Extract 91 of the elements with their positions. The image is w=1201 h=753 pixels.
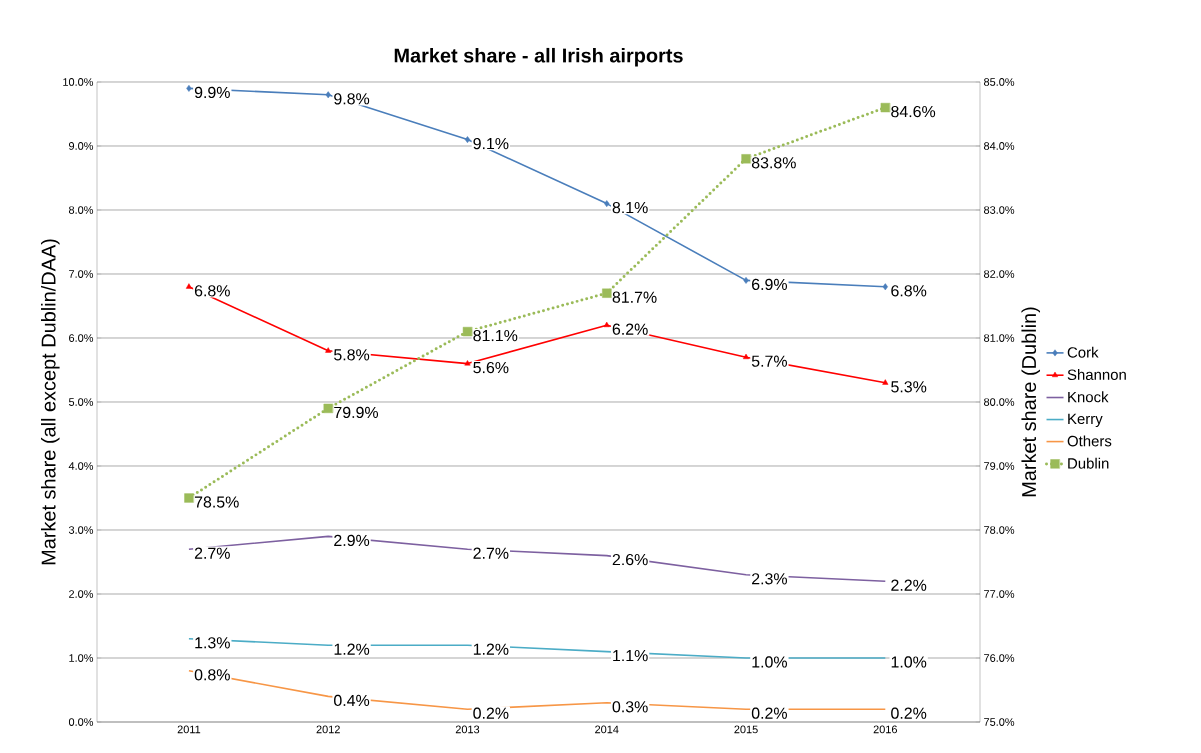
- point: [184, 493, 194, 503]
- legend-label: Cork: [1067, 346, 1099, 358]
- y2-tick-label: 77.0%: [984, 590, 1015, 598]
- y2-tick-label: 76.0%: [984, 654, 1015, 662]
- y-tick-label: 1.0%: [69, 654, 94, 662]
- data-label: 2.9%: [334, 534, 370, 547]
- point: [743, 353, 750, 360]
- data-label: 6.2%: [612, 323, 648, 335]
- y2-tick-label: 82.0%: [984, 270, 1015, 278]
- data-label: 9.8%: [334, 93, 370, 105]
- x-tick-label: 2014: [595, 725, 619, 734]
- x-tick-label: 2013: [455, 725, 480, 734]
- data-label: 5.6%: [473, 361, 509, 374]
- y-tick-label: 8.0%: [68, 206, 94, 214]
- point: [602, 288, 612, 298]
- data-label: 2.7%: [473, 547, 509, 559]
- y-tick-label: 3.0%: [68, 526, 94, 534]
- data-label: 8.1%: [612, 201, 648, 214]
- data-label: 84.6%: [891, 105, 936, 118]
- data-label: 0.2%: [891, 707, 927, 719]
- point: [186, 84, 192, 92]
- x-tick-label: 2011: [177, 725, 201, 734]
- y2-tick-label: 75.0%: [984, 718, 1015, 726]
- data-label: 5.3%: [891, 381, 927, 393]
- y-tick-label: 4.0%: [68, 462, 94, 470]
- data-label: 0.3%: [612, 701, 648, 713]
- point: [185, 283, 192, 289]
- y2-tick-label: 85.0%: [984, 78, 1015, 86]
- data-label: 5.7%: [751, 355, 787, 367]
- point: [882, 283, 888, 291]
- legend-label: Shannon: [1067, 369, 1126, 381]
- data-label: 1.0%: [891, 656, 927, 668]
- data-label: 0.8%: [194, 669, 230, 681]
- data-label: 1.3%: [195, 637, 230, 649]
- x-tick-label: 2012: [316, 725, 340, 734]
- y2-tick-label: 81.0%: [984, 334, 1015, 342]
- data-label: 2.3%: [752, 573, 787, 585]
- point: [323, 403, 333, 414]
- point: [604, 200, 610, 208]
- data-label: 0.2%: [473, 707, 509, 719]
- point: [462, 326, 473, 337]
- data-label: 81.7%: [612, 291, 657, 303]
- data-label: 9.1%: [473, 137, 509, 150]
- data-label: 81.1%: [473, 329, 518, 342]
- data-label: 2.6%: [612, 553, 648, 566]
- data-label: 0.2%: [751, 707, 787, 719]
- point: [325, 347, 332, 353]
- data-label: 9.9%: [194, 86, 230, 99]
- point: [464, 360, 471, 366]
- data-label: 6.9%: [752, 278, 787, 291]
- chart-title: Market share - all Irish airports: [394, 47, 683, 67]
- x-tick-label: 2016: [873, 725, 897, 734]
- data-label: 1.2%: [473, 643, 509, 655]
- point: [743, 276, 749, 284]
- legend-label: Others: [1067, 435, 1112, 447]
- data-label: 78.5%: [194, 496, 239, 508]
- y-tick-label: 2.0%: [69, 590, 94, 598]
- y-tick-label: 6.0%: [69, 334, 94, 342]
- y-tick-label: 7.0%: [69, 270, 94, 278]
- point: [603, 321, 610, 328]
- data-label: 83.8%: [751, 157, 796, 169]
- data-label: 5.8%: [334, 349, 370, 361]
- y-tick-label: 0.0%: [68, 718, 94, 726]
- data-label: 6.8%: [891, 285, 927, 297]
- point: [882, 379, 889, 385]
- y-tick-label: 9.0%: [69, 142, 94, 150]
- data-label: 1.2%: [334, 643, 370, 655]
- point: [741, 154, 751, 164]
- y2-axis-title: Market share (Dublin): [1021, 307, 1041, 497]
- data-label: 6.8%: [194, 285, 230, 297]
- data-label: 0.4%: [334, 694, 370, 707]
- legend-label: Knock: [1068, 391, 1109, 403]
- data-label: 1.1%: [613, 650, 648, 662]
- y-tick-label: 10.0%: [63, 78, 94, 86]
- data-label: 2.2%: [891, 579, 927, 591]
- y-tick-label: 5.0%: [68, 398, 94, 406]
- y2-tick-label: 78.0%: [984, 526, 1015, 534]
- legend-label: Dublin: [1068, 457, 1109, 469]
- data-label: 2.7%: [194, 547, 230, 559]
- point: [325, 91, 331, 99]
- y2-tick-label: 80.0%: [984, 398, 1015, 406]
- y-axis-title: Market share (all except Dublin/DAA): [40, 239, 60, 565]
- data-label: 1.0%: [752, 656, 787, 668]
- y2-tick-label: 83.0%: [984, 206, 1015, 214]
- point: [880, 102, 890, 113]
- y2-tick-label: 79.0%: [984, 462, 1015, 470]
- data-label: 79.9%: [334, 406, 379, 419]
- legend-label: Kerry: [1068, 413, 1103, 428]
- x-tick-label: 2015: [734, 725, 758, 734]
- y2-tick-label: 84.0%: [984, 142, 1015, 150]
- point: [464, 136, 471, 144]
